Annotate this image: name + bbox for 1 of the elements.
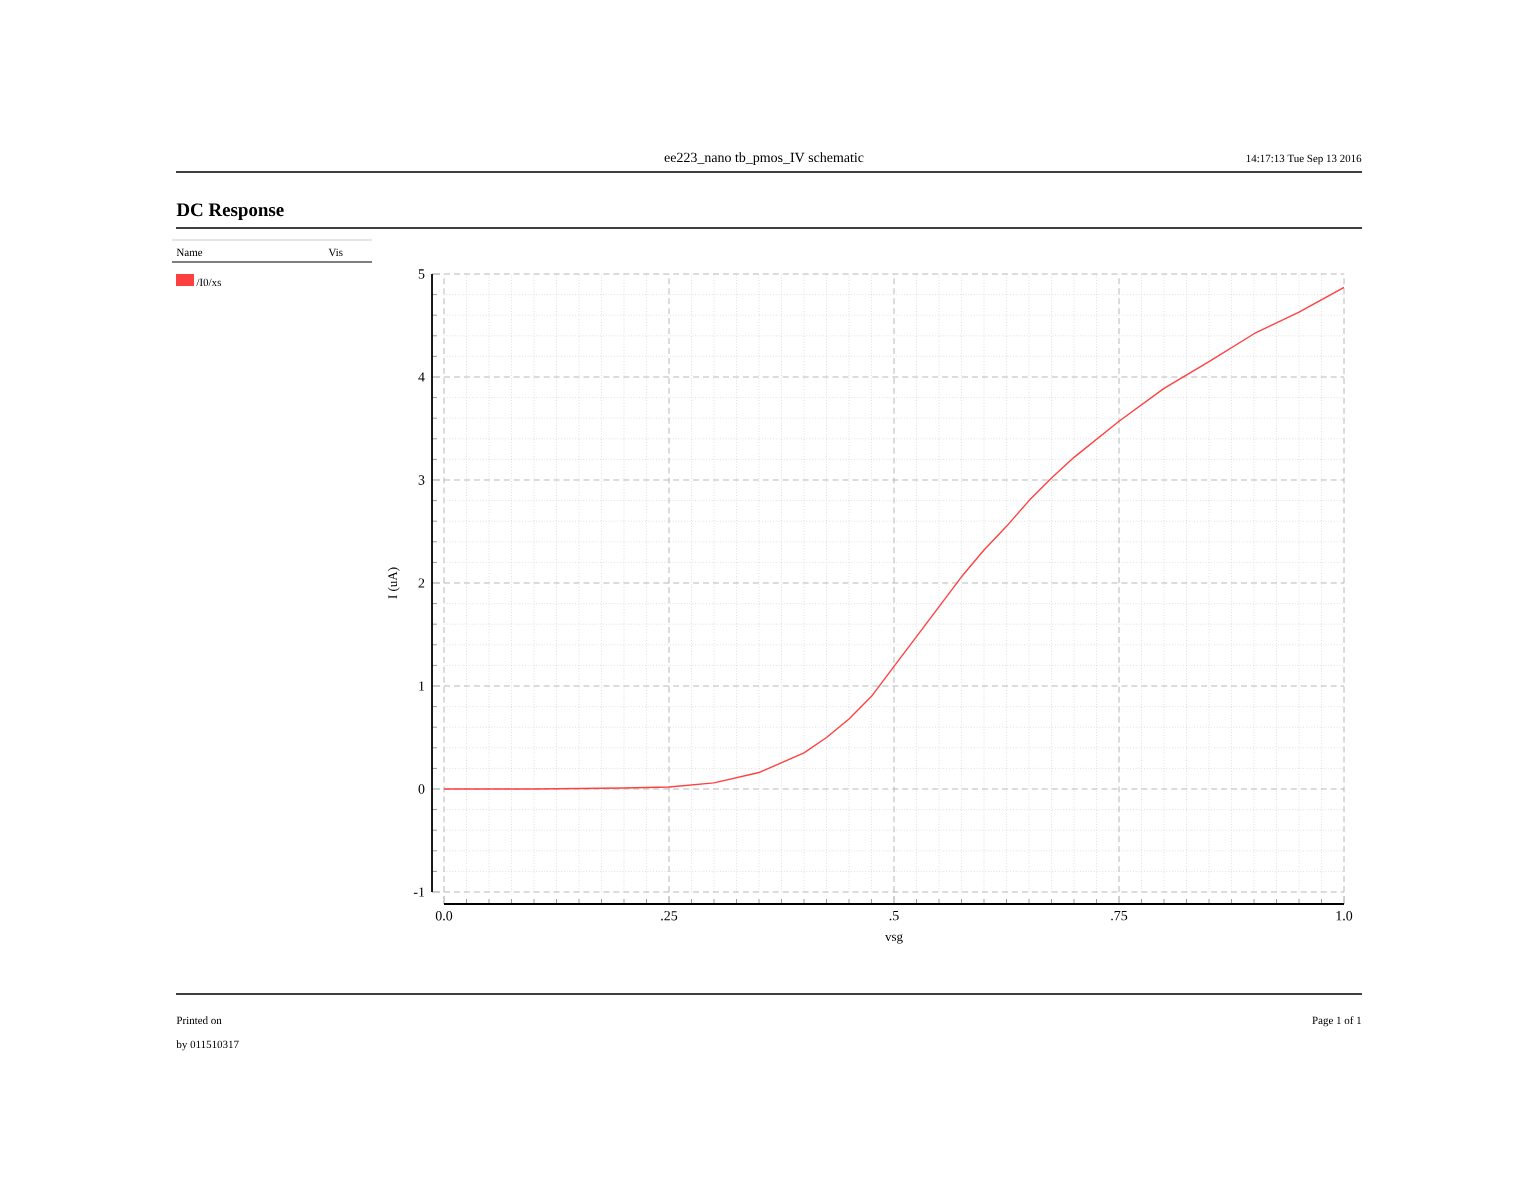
text: DC Response (176, 203, 284, 221)
